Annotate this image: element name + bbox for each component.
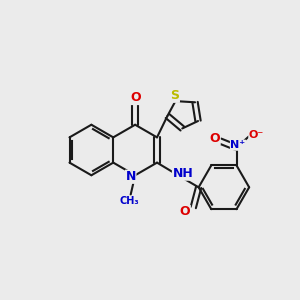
Text: NH: NH xyxy=(172,167,193,180)
Text: S: S xyxy=(170,89,179,102)
Text: N: N xyxy=(125,170,136,183)
Text: O⁻: O⁻ xyxy=(249,130,264,140)
Text: O: O xyxy=(180,206,190,218)
Text: CH₃: CH₃ xyxy=(119,196,139,206)
Text: O: O xyxy=(209,132,220,145)
Text: N⁺: N⁺ xyxy=(230,140,246,150)
Text: O: O xyxy=(131,92,141,104)
